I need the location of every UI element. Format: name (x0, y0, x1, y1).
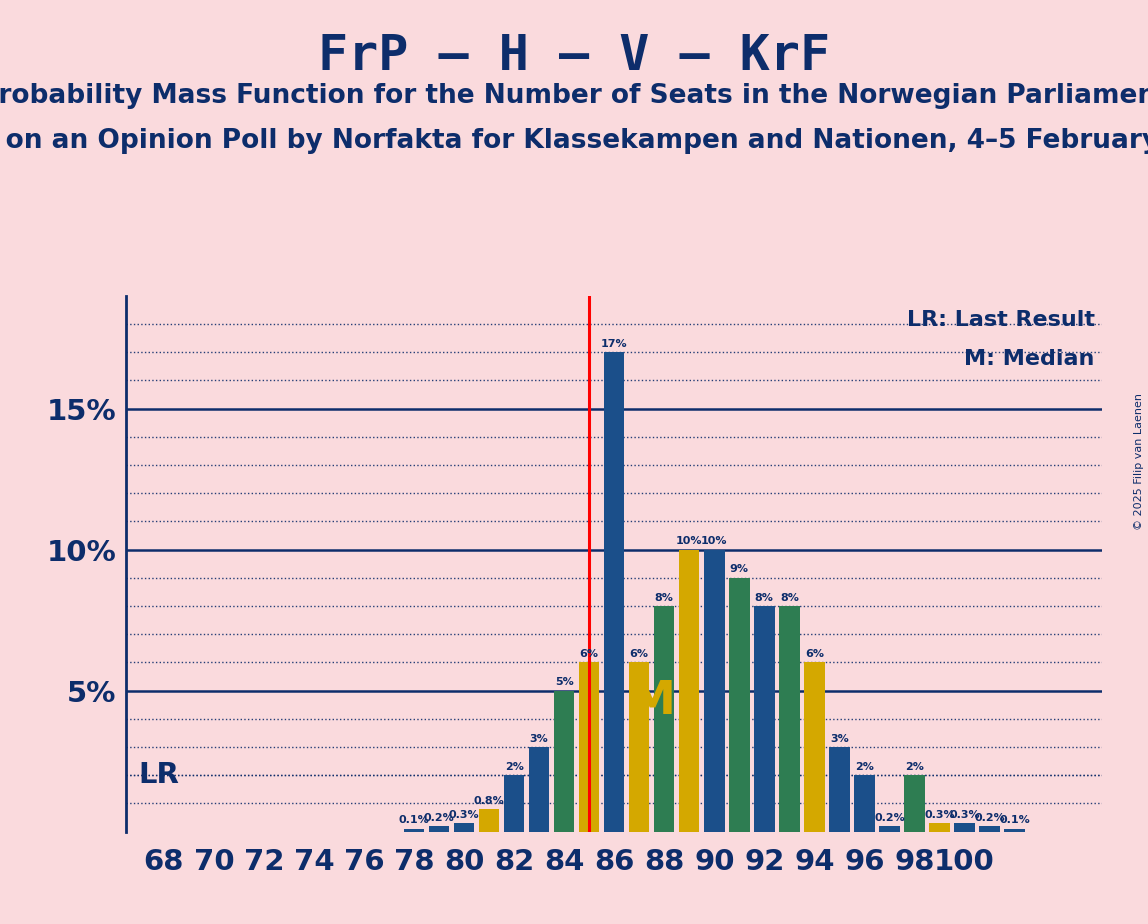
Bar (604, 352, 625, 832)
Bar (829, 747, 850, 832)
Bar (654, 606, 675, 832)
Text: 0.2%: 0.2% (874, 812, 905, 822)
Text: M: Median: M: Median (964, 349, 1094, 370)
Text: 0.3%: 0.3% (924, 809, 955, 820)
Text: 0.1%: 0.1% (999, 815, 1030, 825)
Bar (979, 826, 1000, 832)
Text: 2%: 2% (855, 761, 874, 772)
Text: 9%: 9% (730, 565, 748, 575)
Bar (529, 747, 550, 832)
Text: 0.1%: 0.1% (398, 815, 429, 825)
Text: LR: Last Result: LR: Last Result (907, 310, 1094, 330)
Bar (428, 826, 449, 832)
Bar (453, 823, 474, 832)
Bar (678, 550, 699, 832)
Text: FrP – H – V – KrF: FrP – H – V – KrF (318, 32, 830, 80)
Text: 8%: 8% (755, 592, 774, 602)
Bar (854, 775, 875, 832)
Text: 0.8%: 0.8% (474, 796, 504, 806)
Bar (954, 823, 975, 832)
Bar (704, 550, 724, 832)
Text: Based on an Opinion Poll by Norfakta for Klassekampen and Nationen, 4–5 February: Based on an Opinion Poll by Norfakta for… (0, 128, 1148, 153)
Text: LR: LR (139, 761, 180, 789)
Bar (754, 606, 775, 832)
Bar (929, 823, 949, 832)
Text: M: M (628, 679, 675, 724)
Text: 5%: 5% (554, 677, 574, 687)
Text: 8%: 8% (779, 592, 799, 602)
Text: 6%: 6% (805, 649, 824, 659)
Bar (479, 809, 499, 832)
Bar (879, 826, 900, 832)
Text: 0.2%: 0.2% (424, 812, 455, 822)
Bar (504, 775, 525, 832)
Text: 6%: 6% (580, 649, 598, 659)
Text: 3%: 3% (529, 734, 549, 744)
Text: Probability Mass Function for the Number of Seats in the Norwegian Parliament: Probability Mass Function for the Number… (0, 83, 1148, 109)
Bar (579, 663, 599, 832)
Text: 10%: 10% (701, 536, 728, 546)
Bar (779, 606, 799, 832)
Bar (629, 663, 650, 832)
Text: 17%: 17% (600, 339, 628, 348)
Text: © 2025 Filip van Laenen: © 2025 Filip van Laenen (1134, 394, 1143, 530)
Bar (729, 578, 750, 832)
Text: 0.2%: 0.2% (975, 812, 1004, 822)
Text: 0.3%: 0.3% (449, 809, 480, 820)
Text: 0.3%: 0.3% (949, 809, 979, 820)
Text: 2%: 2% (505, 761, 523, 772)
Text: 6%: 6% (630, 649, 649, 659)
Text: 8%: 8% (654, 592, 674, 602)
Bar (553, 690, 574, 832)
Bar (804, 663, 824, 832)
Bar (404, 829, 425, 832)
Text: 3%: 3% (830, 734, 848, 744)
Bar (905, 775, 924, 832)
Text: 10%: 10% (676, 536, 703, 546)
Text: 2%: 2% (905, 761, 924, 772)
Bar (1004, 829, 1025, 832)
